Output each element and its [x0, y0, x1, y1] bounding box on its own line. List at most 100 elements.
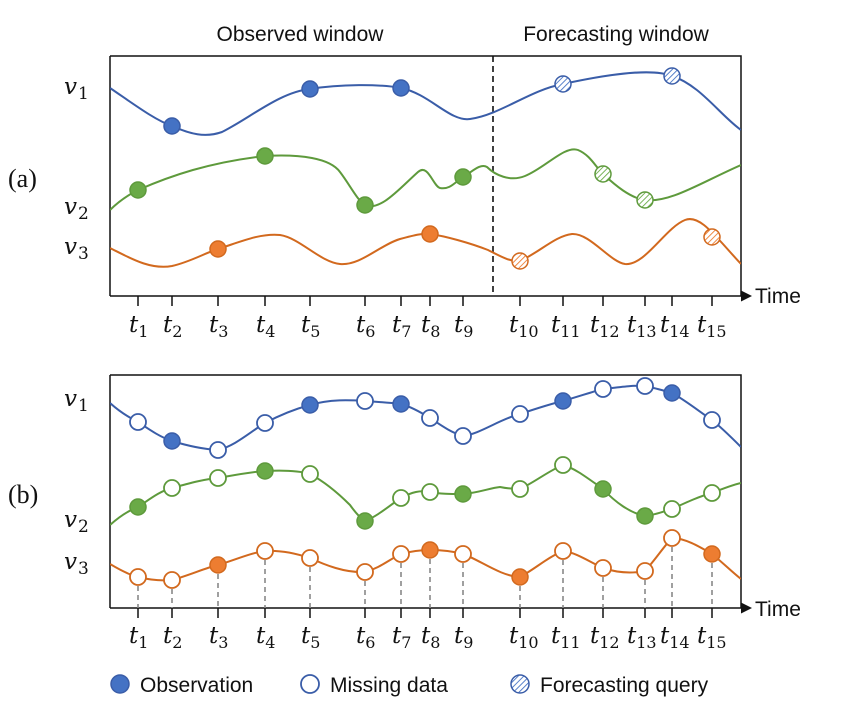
tick-label: t14 — [660, 312, 690, 341]
tick-label: t3 — [209, 623, 228, 652]
forecasting-query-marker — [703, 228, 721, 246]
tick-label: t11 — [551, 312, 581, 341]
observation-marker — [454, 168, 472, 186]
tick-label: t13 — [627, 623, 657, 652]
missing-data-marker — [594, 559, 612, 577]
tick-label: t5 — [301, 623, 320, 652]
tick-label: t10 — [509, 623, 539, 652]
forecasting-query-marker — [663, 67, 681, 85]
panel-a-ticks — [137, 296, 713, 306]
forecasting-query-marker — [594, 165, 612, 183]
observation-marker — [129, 181, 147, 199]
svg-text:v3: v3 — [64, 234, 89, 264]
observation-marker — [356, 196, 374, 214]
tick-label: t9 — [454, 312, 473, 341]
observed-window-label: Observed window — [217, 23, 385, 46]
missing-data-marker — [301, 549, 319, 567]
missing-data-marker — [454, 545, 472, 563]
missing-data-marker — [209, 469, 227, 487]
var-base: v — [64, 194, 77, 220]
missing-data-marker — [636, 562, 654, 580]
var-sub: 1 — [78, 84, 89, 104]
observation-marker — [129, 498, 147, 516]
observation-marker — [163, 117, 181, 135]
panel-b-frame — [109, 374, 742, 608]
panel-b-time-label: Time — [755, 598, 801, 621]
missing-data-marker — [421, 483, 439, 501]
tick-label: t8 — [421, 623, 440, 652]
missing-data-marker — [554, 456, 572, 474]
missing-data-marker — [594, 380, 612, 398]
observation-marker — [636, 507, 654, 525]
missing-data-marker — [511, 480, 529, 498]
observation-marker — [209, 240, 227, 258]
panel-b: (b) Time v1 v2 v3 — [8, 374, 801, 652]
var-base: v — [64, 549, 77, 575]
legend-query-marker — [510, 674, 530, 694]
legend-query-label: Forecasting query — [540, 674, 709, 697]
missing-data-marker — [129, 568, 147, 586]
tick-label: t7 — [392, 623, 411, 652]
tick-label: t6 — [356, 623, 375, 652]
forecasting-query-marker — [636, 191, 654, 209]
tick-label: t4 — [256, 623, 275, 652]
observation-marker — [392, 79, 410, 97]
observation-marker — [209, 556, 227, 574]
panel-b-ticks — [137, 608, 713, 618]
panel-b-var-label-v3: v3 — [64, 549, 89, 579]
legend: Observation Missing data Forecasting que… — [110, 674, 709, 697]
tick-label: t15 — [697, 623, 727, 652]
observation-marker — [594, 480, 612, 498]
panel-b-label: (b) — [8, 480, 38, 509]
tick-label: t12 — [590, 312, 620, 341]
svg-text:v1: v1 — [64, 74, 89, 104]
missing-data-marker — [454, 427, 472, 445]
var-sub: 2 — [78, 204, 89, 224]
missing-data-marker — [392, 489, 410, 507]
svg-text:v2: v2 — [64, 507, 89, 537]
observation-marker — [301, 396, 319, 414]
observation-marker — [663, 384, 681, 402]
tick-label: t15 — [697, 312, 727, 341]
var-sub: 3 — [78, 244, 89, 264]
var-base: v — [64, 386, 77, 412]
observation-marker — [163, 432, 181, 450]
missing-data-marker — [256, 414, 274, 432]
observation-marker — [454, 485, 472, 503]
missing-data-marker — [129, 413, 147, 431]
missing-data-marker — [301, 465, 319, 483]
missing-data-marker — [554, 542, 572, 560]
missing-data-marker — [511, 405, 529, 423]
missing-data-marker — [663, 500, 681, 518]
tick-label: t13 — [627, 312, 657, 341]
missing-data-marker — [256, 542, 274, 560]
tick-label: t11 — [551, 623, 581, 652]
panel-a-var-label-v1: v1 — [64, 74, 89, 104]
tick-label: t9 — [454, 623, 473, 652]
tick-label: t6 — [356, 312, 375, 341]
observation-marker — [256, 462, 274, 480]
tick-label: t2 — [163, 312, 182, 341]
panel-b-var-label-v1: v1 — [64, 386, 89, 416]
legend-missing-marker — [300, 674, 320, 694]
observation-marker — [511, 568, 529, 586]
missing-data-marker — [163, 479, 181, 497]
missing-data-marker — [356, 392, 374, 410]
panel-b-markers — [129, 377, 721, 589]
svg-text:v3: v3 — [64, 549, 89, 579]
observation-marker — [554, 392, 572, 410]
var-sub: 2 — [78, 517, 89, 537]
tick-label: t5 — [301, 312, 320, 341]
panel-a-var-label-v2: v2 — [64, 194, 89, 224]
legend-observation-marker — [110, 674, 130, 694]
svg-text:v2: v2 — [64, 194, 89, 224]
observation-marker — [356, 512, 374, 530]
tick-label: t2 — [163, 623, 182, 652]
panel-a-label: (a) — [8, 164, 37, 193]
tick-label: t10 — [509, 312, 539, 341]
missing-data-marker — [703, 484, 721, 502]
panel-b-tick-labels: t1 t2 t3 t4 t5 t6 t7 t8 t9 t10 t11 t12 t… — [129, 623, 727, 652]
forecasting-query-marker — [511, 252, 529, 270]
panel-a: (a) Observed window Forecasting window T… — [8, 23, 801, 341]
